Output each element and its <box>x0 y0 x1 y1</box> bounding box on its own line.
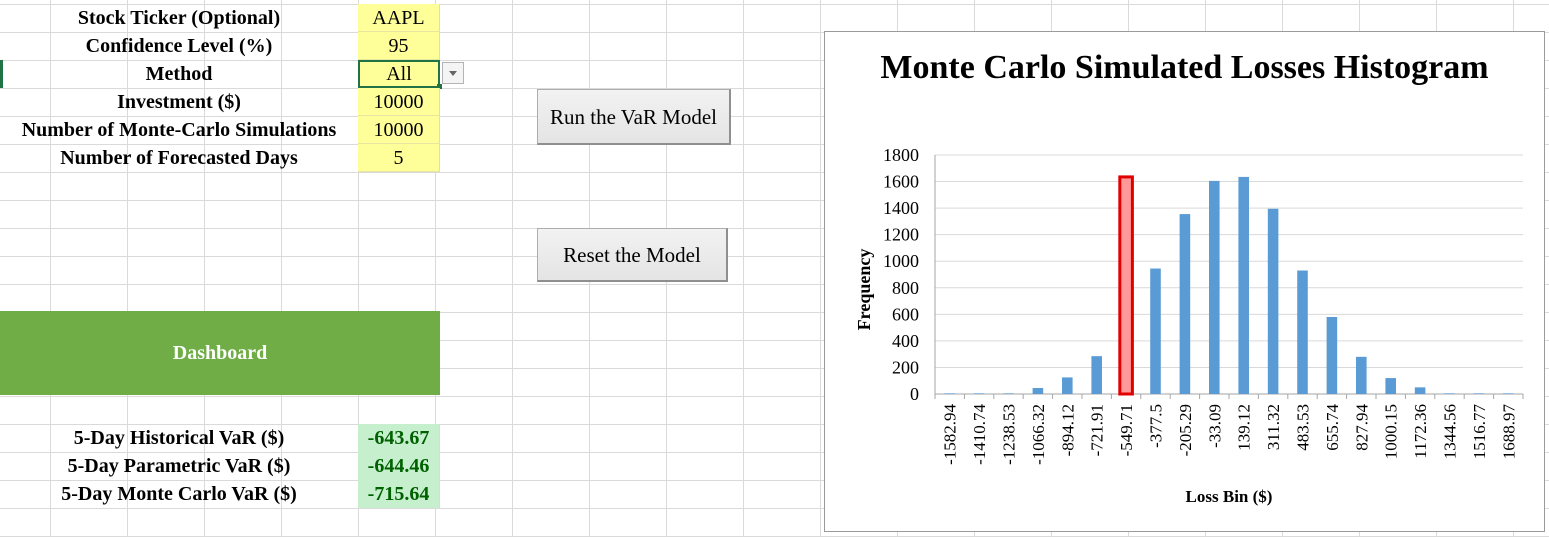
run-var-model-button[interactable]: Run the VaR Model <box>537 89 731 145</box>
x-tick-label: 311.32 <box>1264 404 1283 450</box>
bar <box>1209 181 1220 394</box>
x-tick-label: 1688.97 <box>1499 404 1518 460</box>
days-input[interactable]: 5 <box>358 144 440 172</box>
days-label: Number of Forecasted Days <box>0 144 358 172</box>
histogram-plot: 0 200 400 600 800 1000 1200 1400 1600 1800 -1582.9… <box>825 32 1544 531</box>
bar <box>1268 209 1279 394</box>
method-label: Method <box>0 60 358 88</box>
x-tick-label: 1516.77 <box>1470 404 1489 460</box>
x-tick-label: 1172.36 <box>1411 404 1430 459</box>
confidence-input[interactable]: 95 <box>358 32 440 60</box>
x-tick-label: -1238.53 <box>1000 404 1019 465</box>
historical-var-value: -643.67 <box>358 424 440 452</box>
bar <box>1474 393 1485 394</box>
x-tick-label: -33.09 <box>1205 404 1224 448</box>
x-tick-label: -205.29 <box>1176 404 1195 456</box>
y-tick-label: 200 <box>892 357 919 377</box>
histogram-chart[interactable]: Monte Carlo Simulated Losses Histogram 0… <box>824 31 1545 532</box>
x-tick-label: 1344.56 <box>1441 404 1460 459</box>
x-tick-label: 139.12 <box>1235 404 1254 451</box>
y-tick-label: 800 <box>892 278 919 298</box>
dropdown-arrow-icon[interactable] <box>442 62 464 84</box>
x-axis-title: Loss Bin ($) <box>1186 487 1273 506</box>
bar <box>1297 271 1308 394</box>
montecarlo-var-label: 5-Day Monte Carlo VaR ($) <box>0 480 358 508</box>
simulations-label: Number of Monte-Carlo Simulations <box>0 116 358 144</box>
bar-highlighted <box>1120 177 1133 394</box>
parametric-var-value: -644.46 <box>358 452 440 480</box>
confidence-label: Confidence Level (%) <box>0 32 358 60</box>
x-tick-label: -1066.32 <box>1029 404 1048 465</box>
ticker-input[interactable]: AAPL <box>358 4 440 32</box>
investment-label: Investment ($) <box>0 88 358 116</box>
parametric-var-label: 5-Day Parametric VaR ($) <box>0 452 358 480</box>
bar <box>1238 177 1249 394</box>
y-tick-label: 600 <box>892 304 919 324</box>
x-tick-label: 827.94 <box>1352 404 1371 451</box>
y-tick-label: 0 <box>910 384 919 404</box>
bar <box>1327 317 1338 394</box>
bar <box>1444 393 1455 394</box>
y-tick-label: 1600 <box>883 172 919 192</box>
y-tick-label: 1000 <box>883 251 919 271</box>
y-axis-title: Frequency <box>854 249 874 331</box>
montecarlo-var-value: -715.64 <box>358 480 440 508</box>
x-tick-label: -377.5 <box>1147 404 1166 448</box>
x-tick-label: 655.74 <box>1323 404 1342 451</box>
bar <box>1150 269 1161 394</box>
bar <box>944 393 955 394</box>
bar <box>1091 356 1102 394</box>
bar <box>1385 378 1396 394</box>
y-tick-label: 1400 <box>883 198 919 218</box>
bar <box>1180 214 1191 394</box>
reset-model-button[interactable]: Reset the Model <box>537 228 728 282</box>
bar <box>1356 357 1367 394</box>
bar <box>1003 393 1014 394</box>
bar <box>1033 388 1044 394</box>
y-tick-label: 1200 <box>883 225 919 245</box>
x-tick-label: -894.12 <box>1058 404 1077 456</box>
investment-input[interactable]: 10000 <box>358 88 440 116</box>
bar <box>1415 387 1426 394</box>
dashboard-banner: Dashboard <box>0 311 440 395</box>
historical-var-label: 5-Day Historical VaR ($) <box>0 424 358 452</box>
x-tick-label: -549.71 <box>1117 404 1136 456</box>
simulations-input[interactable]: 10000 <box>358 116 440 144</box>
x-tick-label: -1410.74 <box>970 404 989 465</box>
y-tick-label: 400 <box>892 331 919 351</box>
x-tick-label: 1000.15 <box>1382 404 1401 459</box>
x-tick-label: -1582.94 <box>941 404 960 465</box>
bar <box>1062 377 1073 394</box>
y-tick-label: 1800 <box>883 145 919 165</box>
bar <box>974 393 985 394</box>
x-tick-label: -721.91 <box>1088 404 1107 456</box>
method-select[interactable]: All <box>358 60 440 88</box>
x-tick-label: 483.53 <box>1294 404 1313 451</box>
ticker-label: Stock Ticker (Optional) <box>0 4 358 32</box>
bar <box>1503 393 1514 394</box>
